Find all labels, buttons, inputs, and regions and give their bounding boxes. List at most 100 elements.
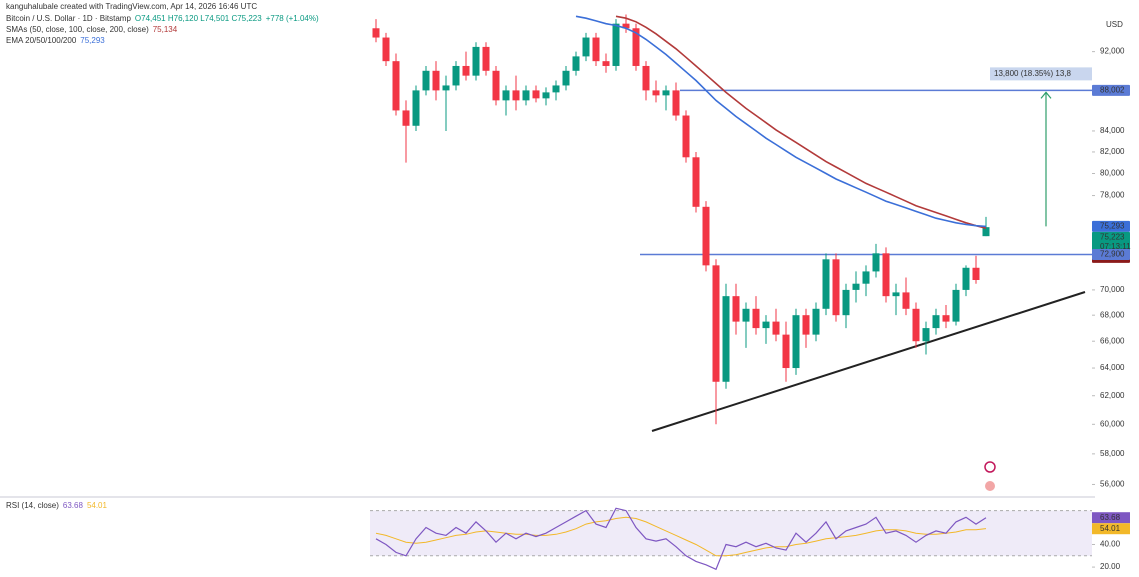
candle-body bbox=[582, 37, 590, 57]
y-tick-label: 80,000 bbox=[1100, 169, 1125, 178]
candle-body bbox=[432, 70, 440, 91]
sma-value: 75,134 bbox=[153, 25, 178, 34]
y-tick-label: 68,000 bbox=[1100, 310, 1125, 319]
candle-body bbox=[622, 23, 630, 29]
y-tick-label: 82,000 bbox=[1100, 147, 1125, 156]
rsi-line bbox=[375, 507, 987, 571]
y-tick-label: 62,000 bbox=[1100, 391, 1125, 400]
y-tick-label: 40.00 bbox=[1100, 540, 1121, 549]
measure-label: 13,800 (18.35%) 13,8 bbox=[994, 69, 1071, 78]
candle-body bbox=[982, 227, 990, 237]
y-tick-label: 64,000 bbox=[1100, 363, 1125, 372]
last-value-label: 54.01 bbox=[1100, 524, 1121, 533]
candle-body bbox=[782, 334, 790, 369]
ema-legend: EMA 20/50/100/200 75,293 bbox=[6, 36, 105, 45]
level-label: 72,900 bbox=[1100, 250, 1125, 259]
candle-body bbox=[452, 65, 460, 86]
candle-body bbox=[522, 90, 530, 101]
candle-body bbox=[972, 267, 980, 280]
candle-body bbox=[512, 90, 520, 101]
rsi-value: 63.68 bbox=[63, 501, 84, 510]
candle-body bbox=[962, 267, 970, 290]
last-value-label: 63.68 bbox=[1100, 513, 1121, 522]
candle-body bbox=[802, 315, 810, 335]
price-label-box bbox=[1092, 220, 1130, 232]
rsi-title: RSI (14, close) bbox=[6, 501, 59, 510]
last-value-box bbox=[1092, 523, 1130, 535]
last-value-box bbox=[1092, 512, 1130, 524]
candle-body bbox=[642, 65, 650, 91]
candle-body bbox=[412, 90, 420, 126]
candle-body bbox=[742, 308, 750, 322]
y-tick-label: 84,000 bbox=[1100, 126, 1125, 135]
candle-body bbox=[482, 46, 490, 71]
y-tick-label: 56,000 bbox=[1100, 480, 1125, 489]
candle-body bbox=[572, 56, 580, 71]
candle-body bbox=[502, 90, 510, 101]
candle-body bbox=[822, 259, 830, 309]
candle-body bbox=[922, 328, 930, 342]
price-label-box bbox=[1092, 231, 1130, 252]
candle-body bbox=[612, 23, 620, 66]
icon bbox=[984, 461, 996, 473]
candle-body bbox=[912, 308, 920, 342]
candle-body bbox=[702, 206, 710, 266]
credit: kanguhalubale created with TradingView.c… bbox=[6, 2, 257, 11]
candle-body bbox=[372, 28, 380, 38]
candle-body bbox=[882, 253, 890, 297]
ma-line bbox=[575, 15, 987, 228]
trend-line bbox=[651, 291, 1086, 432]
ema-name: EMA 20/50/100/200 bbox=[6, 36, 77, 45]
candle-body bbox=[892, 292, 900, 297]
candle-body bbox=[842, 289, 850, 316]
y-tick-label: 92,000 bbox=[1100, 47, 1125, 56]
sma-name: SMAs (50, close, 100, close, 200, close) bbox=[6, 25, 149, 34]
price-label: 75,223 bbox=[1100, 232, 1125, 241]
measure-arrowhead bbox=[1040, 91, 1052, 99]
ohlc: O74,451 H76,120 L74,501 C75,223 bbox=[135, 14, 262, 23]
level-label: 88,002 bbox=[1100, 85, 1125, 94]
candle-body bbox=[682, 115, 690, 158]
y-tick-label: 20.00 bbox=[1100, 562, 1121, 571]
candle-body bbox=[392, 61, 400, 111]
candle-body bbox=[832, 259, 840, 316]
ema-value: 75,293 bbox=[80, 36, 105, 45]
change: +778 (+1.04%) bbox=[266, 14, 319, 23]
candle-body bbox=[902, 292, 910, 309]
candle-body bbox=[552, 85, 560, 93]
candle-body bbox=[662, 90, 670, 96]
candle-body bbox=[442, 85, 450, 91]
axis-unit: USD bbox=[1106, 20, 1123, 29]
rsi-legend: RSI (14, close) 63.68 54.01 bbox=[6, 501, 108, 510]
symbol: Bitcoin / U.S. Dollar · 1D · Bitstamp O74… bbox=[6, 14, 319, 23]
candle-body bbox=[492, 70, 500, 101]
candle-body bbox=[382, 37, 390, 62]
candle-body bbox=[952, 289, 960, 322]
countdown: 07:13:11 bbox=[1100, 242, 1131, 251]
candle-body bbox=[652, 90, 660, 96]
y-tick-label: 66,000 bbox=[1100, 336, 1125, 345]
rsi-ma-value: 54.01 bbox=[87, 501, 108, 510]
candle-body bbox=[722, 296, 730, 382]
candle-body bbox=[592, 37, 600, 62]
y-tick-label: 70,000 bbox=[1100, 285, 1125, 294]
candle-body bbox=[532, 90, 540, 99]
candle-body bbox=[752, 308, 760, 329]
symbol-name: Bitcoin / U.S. Dollar · 1D · Bitstamp bbox=[6, 14, 131, 23]
candle-body bbox=[692, 157, 700, 207]
price-label-box bbox=[1092, 84, 1130, 96]
candle-body bbox=[762, 321, 770, 329]
candle-body bbox=[872, 253, 880, 272]
candle-body bbox=[562, 70, 570, 86]
y-tick-label: 78,000 bbox=[1100, 191, 1125, 200]
sma-legend: SMAs (50, close, 100, close, 200, close)… bbox=[6, 25, 178, 34]
icon bbox=[985, 481, 995, 491]
candle-body bbox=[472, 46, 480, 76]
candle-body bbox=[672, 90, 680, 116]
price-label-box bbox=[1092, 249, 1130, 261]
candle-body bbox=[792, 315, 800, 369]
candle-body bbox=[862, 271, 870, 284]
y-tick-label: 58,000 bbox=[1100, 449, 1125, 458]
candle-body bbox=[932, 315, 940, 329]
